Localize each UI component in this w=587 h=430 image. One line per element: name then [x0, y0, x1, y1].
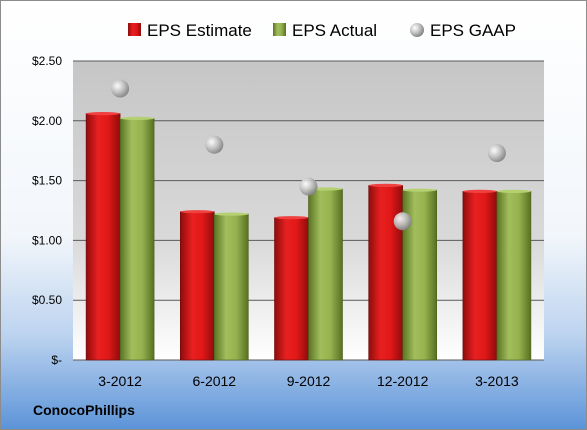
bar-eps-estimate [180, 211, 215, 361]
legend-swatch [410, 23, 424, 37]
bar-series [85, 112, 532, 361]
bar-eps-actual [214, 213, 249, 361]
bar-eps-estimate [368, 185, 404, 361]
company-name: ConocoPhillips [33, 402, 135, 418]
bar-top [462, 189, 497, 193]
gaap-point [393, 212, 412, 231]
y-tick-label: $- [51, 353, 62, 367]
x-tick-label: 9-2012 [287, 373, 331, 389]
legend-label: EPS GAAP [430, 21, 516, 40]
y-tick-label: $2.00 [32, 114, 62, 128]
bar-top [368, 183, 403, 187]
bar-eps-estimate [462, 191, 498, 361]
bar-top [120, 116, 155, 121]
legend-swatch [273, 23, 286, 36]
bar-top [496, 189, 531, 193]
legend: EPS Estimate EPS Actual EPS GAAP [128, 21, 516, 40]
bar-eps-estimate [274, 217, 309, 361]
y-tick-label: $1.50 [32, 174, 62, 188]
bar-top [214, 212, 249, 216]
x-tick-label: 3-2013 [475, 373, 519, 389]
gaap-point [111, 79, 130, 98]
gaap-point [487, 144, 506, 163]
legend-label: EPS Actual [292, 21, 377, 40]
x-tick-label: 6-2012 [193, 373, 237, 389]
x-tick-label: 12-2012 [377, 373, 429, 389]
legend-label: EPS Estimate [147, 21, 252, 40]
x-tick-label: 3-2012 [98, 373, 142, 389]
gaap-points [111, 79, 506, 231]
bar-top [180, 210, 215, 214]
bar-top [402, 188, 437, 192]
x-axis-ticks: 3-2012 6-2012 9-2012 12-2012 3-2013 [98, 373, 519, 389]
bar-eps-estimate [85, 113, 121, 361]
legend-swatch [128, 23, 141, 36]
y-tick-label: $0.50 [32, 293, 62, 307]
gaap-point [299, 177, 318, 196]
bar-eps-actual [308, 188, 343, 361]
y-axis-ticks: $- $0.50 $1.00 $1.50 $2.00 $2.50 [32, 54, 62, 367]
bar-top [86, 112, 121, 116]
bar-eps-actual [496, 191, 532, 361]
y-tick-label: $2.50 [32, 54, 62, 68]
bar-top [274, 216, 309, 220]
gaap-point [205, 135, 224, 154]
bar-eps-actual [119, 118, 155, 361]
y-tick-label: $1.00 [32, 233, 62, 247]
